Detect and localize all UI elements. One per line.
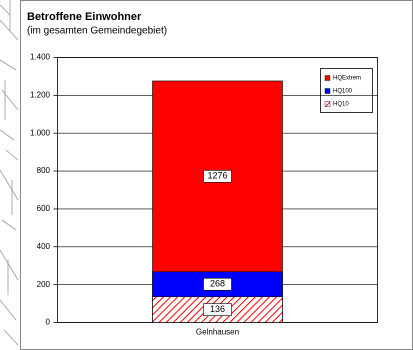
legend-swatch <box>324 101 331 107</box>
value-label-box <box>203 277 232 291</box>
legend-label: HQ100 <box>333 89 353 95</box>
value-label: 268 <box>210 279 225 289</box>
legend-label: HQExtrem <box>333 76 361 82</box>
chart-title: Betroffene Einwohner <box>27 11 142 23</box>
y-tick-label: 1.200 <box>30 90 51 99</box>
map-background <box>0 0 19 346</box>
legend-label: HQ10 <box>333 102 349 108</box>
chart-subtitle: (im gesamten Gemeindegebiet) <box>27 26 167 37</box>
legend-swatch <box>324 75 331 81</box>
y-tick-label: 800 <box>37 166 51 175</box>
y-tick-label: 1.400 <box>30 53 51 62</box>
value-label-box <box>203 303 232 316</box>
value-label-box <box>203 170 232 183</box>
y-tick-label: 1.000 <box>30 128 51 137</box>
y-tick-label: 0 <box>46 318 51 327</box>
y-tick-label: 400 <box>37 242 51 251</box>
value-label: 136 <box>210 304 225 314</box>
legend-swatch <box>324 88 331 94</box>
y-tick-label: 200 <box>37 280 51 289</box>
value-label: 1276 <box>207 171 227 181</box>
y-tick-label: 600 <box>37 204 51 213</box>
x-tick-label: Gelnhausen <box>196 328 239 337</box>
